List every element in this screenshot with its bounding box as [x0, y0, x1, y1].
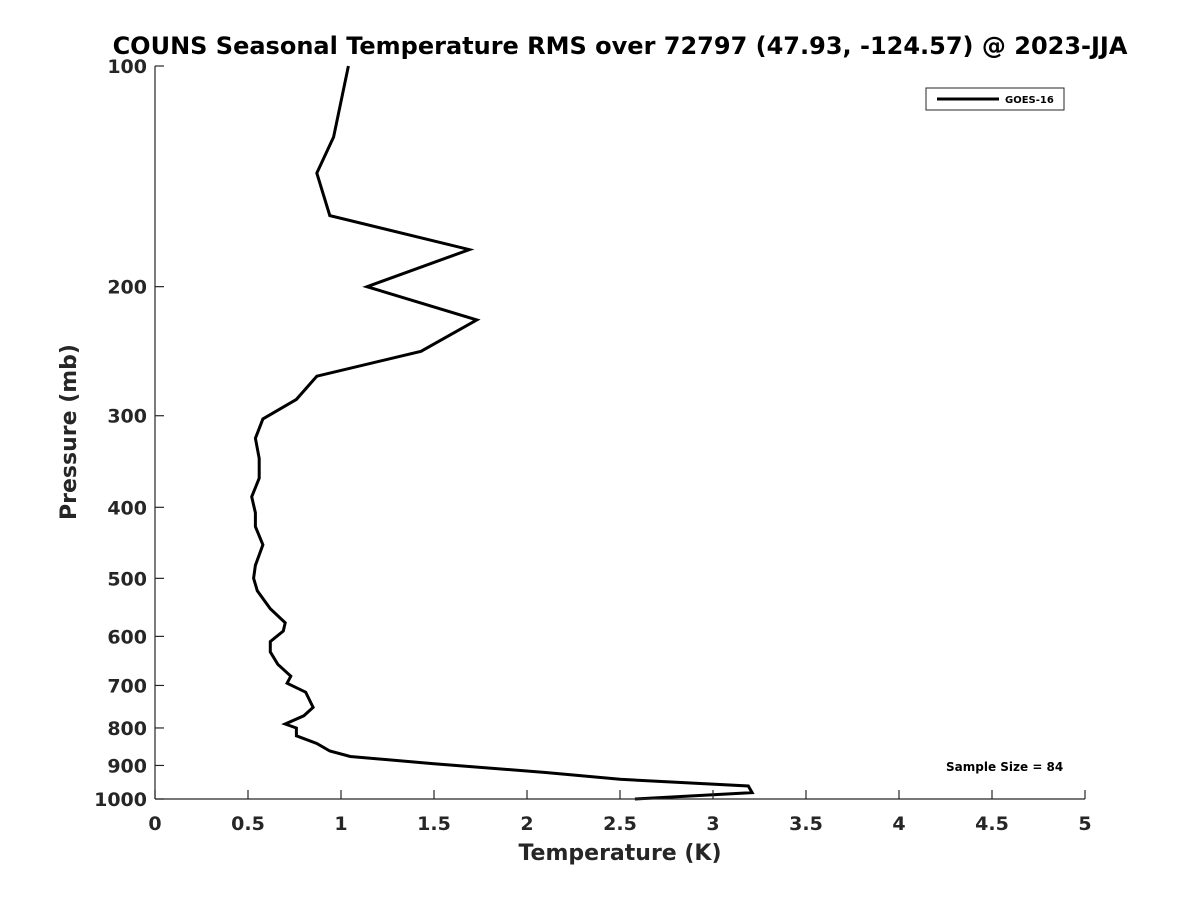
x-tick-label: 0.5 — [231, 813, 265, 835]
x-tick-label: 3 — [706, 813, 719, 835]
sample-size-annotation: Sample Size = 84 — [946, 760, 1063, 774]
y-tick-label: 500 — [107, 568, 147, 590]
x-tick-label: 2 — [520, 813, 533, 835]
x-tick-label: 4.5 — [975, 813, 1009, 835]
chart-title: COUNS Seasonal Temperature RMS over 7279… — [113, 32, 1128, 60]
y-ticks: 100 200 300 400 500 600 700 800 900 1000 — [94, 56, 164, 811]
y-tick-label: 300 — [107, 406, 147, 428]
y-tick-label: 800 — [107, 718, 147, 740]
legend-label-goes-16: GOES-16 — [1005, 95, 1054, 106]
y-tick-label: 100 — [107, 56, 147, 78]
y-tick-label: 700 — [107, 675, 147, 697]
x-tick-label: 3.5 — [789, 813, 823, 835]
y-tick-label: 1000 — [94, 789, 147, 811]
y-tick-label: 200 — [107, 277, 147, 299]
x-tick-label: 5 — [1078, 813, 1091, 835]
legend: GOES-16 — [925, 87, 1065, 111]
x-ticks: 0 0.5 1 1.5 2 2.5 3 3.5 4 4.5 5 — [148, 790, 1092, 835]
y-axis-label: Pressure (mb) — [57, 344, 82, 520]
x-tick-label: 1.5 — [417, 813, 451, 835]
x-tick-label: 4 — [892, 813, 905, 835]
x-axis-label: Temperature (K) — [518, 841, 721, 866]
series-line-goes-16 — [250, 65, 755, 801]
y-tick-label: 400 — [107, 497, 147, 519]
y-tick-label: 600 — [107, 626, 147, 648]
x-tick-label: 0 — [148, 813, 161, 835]
y-tick-label: 900 — [107, 755, 147, 777]
axes — [154, 66, 1085, 800]
x-tick-label: 2.5 — [603, 813, 637, 835]
series-layer — [250, 65, 755, 801]
x-tick-label: 1 — [334, 813, 347, 835]
